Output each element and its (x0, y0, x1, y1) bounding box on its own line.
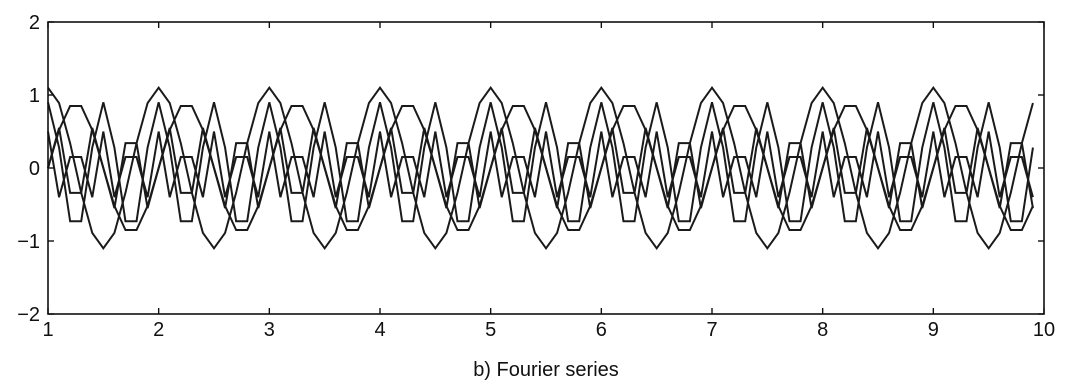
series-layer (47, 85, 1034, 251)
series-line-4 (47, 127, 1034, 209)
y-tick-label: 2 (29, 12, 40, 34)
x-tick-label: 3 (264, 319, 275, 341)
y-tick-label: 0 (29, 158, 40, 180)
x-tick-label: 8 (817, 319, 828, 341)
y-tick-label: −1 (17, 231, 40, 253)
x-tick-label: 5 (485, 319, 496, 341)
x-tick-label: 1 (42, 319, 53, 341)
y-tick-label: −2 (17, 304, 40, 326)
series-line-1 (47, 85, 1034, 251)
series-line-5 (47, 131, 1034, 198)
x-tick-label: 9 (928, 319, 939, 341)
x-tick-label: 6 (596, 319, 607, 341)
x-tick-label: 2 (153, 319, 164, 341)
y-tick-label: 1 (29, 85, 40, 107)
tick-label-layer: 1 2 3 4 5 6 7 8 9 10 −2 −1 0 1 2 (17, 12, 1055, 341)
plot-frame (47, 21, 1045, 315)
x-tick-label: 7 (706, 319, 717, 341)
chart-caption: b) Fourier series (473, 359, 619, 381)
x-tick-label: 4 (374, 319, 385, 341)
x-tick-label: 10 (1033, 319, 1055, 341)
series-line-3 (47, 102, 1034, 223)
